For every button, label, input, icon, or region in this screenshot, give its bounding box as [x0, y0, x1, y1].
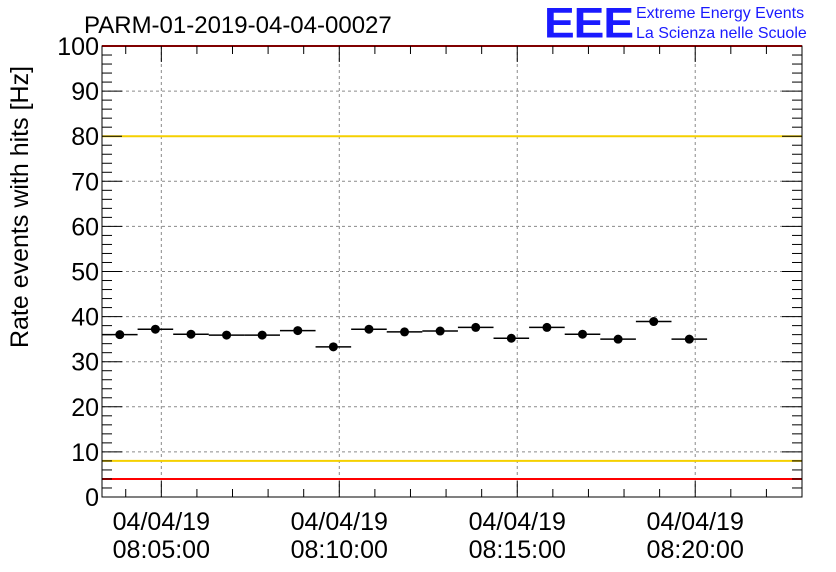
data-point	[186, 329, 196, 339]
data-point	[328, 342, 338, 352]
x-tick-date-label: 04/04/19	[291, 508, 388, 536]
y-tick-label: 70	[71, 168, 99, 196]
data-point	[613, 334, 623, 344]
data-point	[400, 327, 410, 337]
y-tick-label: 0	[85, 484, 99, 512]
x-tick-date-label: 04/04/19	[647, 508, 744, 536]
data-point	[684, 334, 694, 344]
logo-line-2: La Scienza nelle Scuole	[636, 25, 807, 42]
eee-logo: EEE Extreme Energy Events La Scienza nel…	[544, 0, 834, 47]
y-tick-label: 50	[71, 259, 99, 287]
data-point	[542, 322, 552, 332]
data-point	[115, 330, 125, 340]
data-point	[649, 317, 659, 327]
y-tick-label: 80	[71, 123, 99, 151]
y-tick-label: 20	[71, 394, 99, 422]
y-tick-label: 100	[57, 33, 99, 61]
plot-frame	[101, 45, 803, 498]
data-point	[435, 326, 445, 336]
y-tick-label: 10	[71, 439, 99, 467]
x-tick-time-label: 08:05:00	[113, 536, 210, 564]
data-point	[150, 324, 160, 334]
data-point	[578, 329, 588, 339]
data-point	[222, 330, 232, 340]
y-axis-label: Rate events with hits [Hz]	[6, 66, 34, 348]
logo-mark: EEE	[544, 0, 634, 47]
x-tick-time-label: 08:20:00	[647, 536, 744, 564]
y-tick-label: 60	[71, 213, 99, 241]
y-tick-label: 90	[71, 78, 99, 106]
axes: 010203040506070809010004/04/1908:05:0004…	[57, 33, 803, 564]
data-points	[102, 317, 708, 352]
chart-title: PARM-01-2019-04-04-00027	[84, 12, 392, 39]
x-tick-date-label: 04/04/19	[469, 508, 566, 536]
data-point	[364, 324, 374, 334]
logo-line-1: Extreme Energy Events	[636, 5, 805, 22]
y-tick-label: 40	[71, 304, 99, 332]
reference-lines	[102, 45, 802, 480]
data-point	[257, 330, 267, 340]
data-point	[293, 326, 303, 336]
x-tick-time-label: 08:10:00	[291, 536, 388, 564]
grid	[102, 46, 802, 497]
data-point	[506, 333, 516, 343]
y-tick-label: 30	[71, 349, 99, 377]
data-point	[471, 322, 481, 332]
x-tick-date-label: 04/04/19	[113, 508, 210, 536]
x-tick-time-label: 08:15:00	[469, 536, 566, 564]
